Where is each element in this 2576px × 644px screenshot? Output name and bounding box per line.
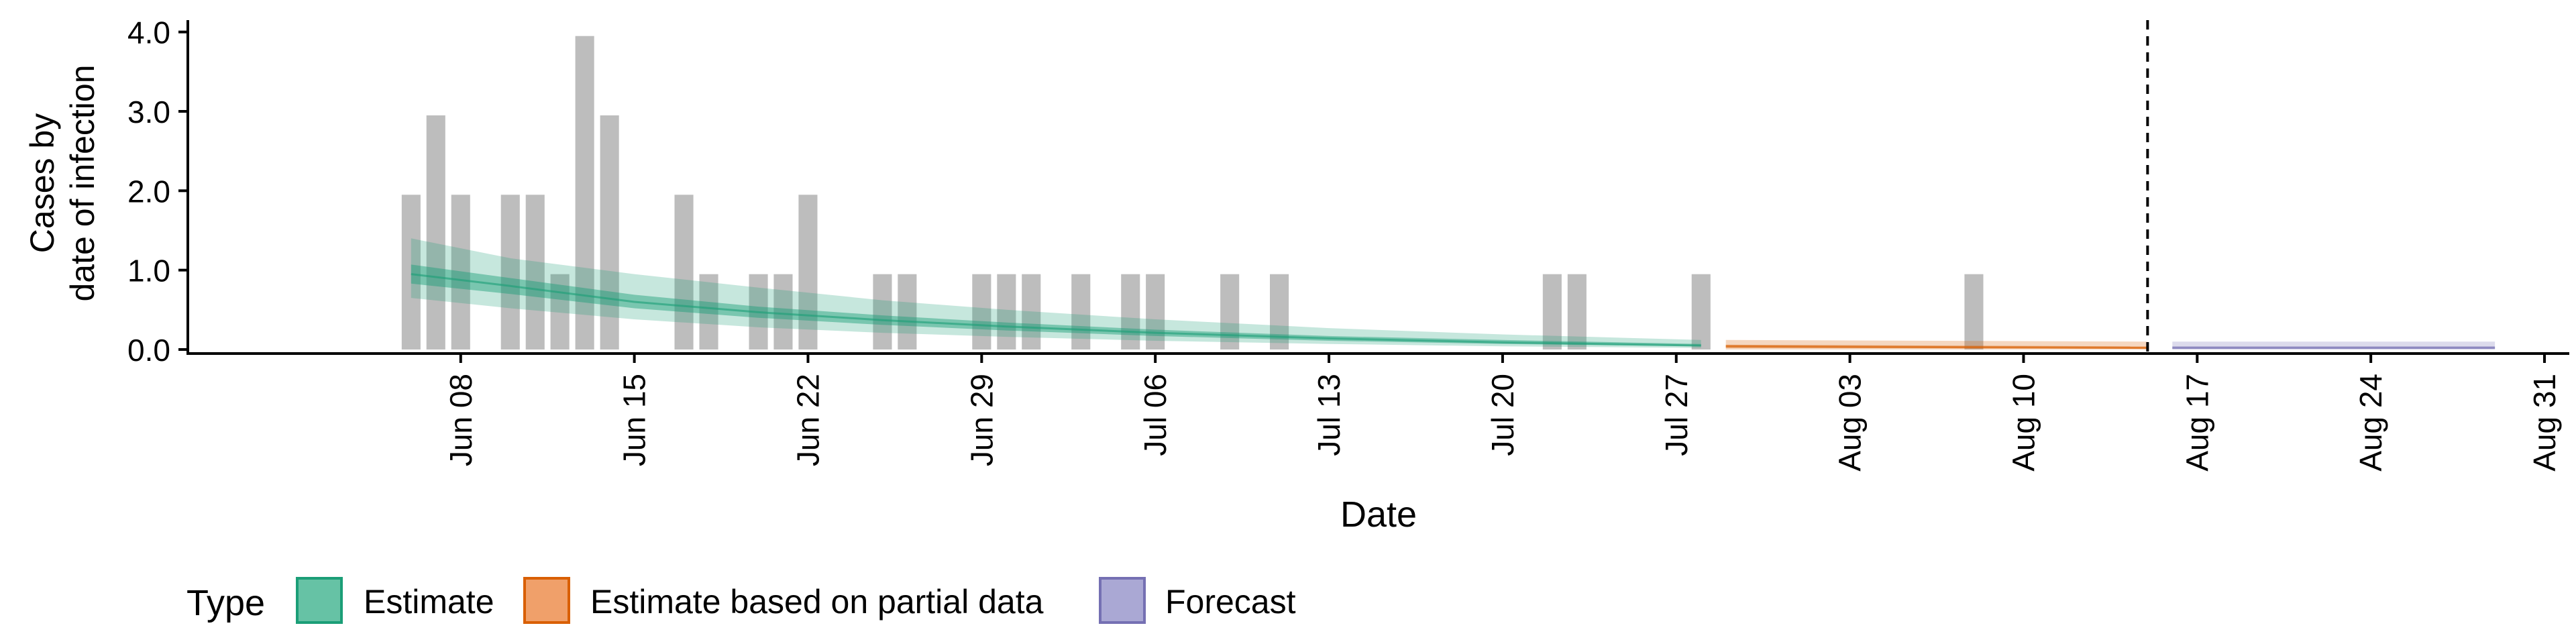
x-tick-label: Jul 06 <box>1138 374 1173 456</box>
case-bar <box>451 195 470 350</box>
case-bar <box>898 274 917 350</box>
legend-title: Type <box>186 583 265 623</box>
estimate-median-line <box>411 273 1701 347</box>
legend-swatch-partial <box>523 577 570 624</box>
case-bar <box>600 115 619 350</box>
case-bar <box>1542 274 1562 350</box>
case-bar <box>798 195 818 350</box>
x-tick-label: Jun 15 <box>617 374 652 466</box>
case-bar <box>1022 274 1041 350</box>
y-tick-label: 1.0 <box>127 254 170 288</box>
case-bar <box>773 274 793 350</box>
case-bar <box>972 274 991 350</box>
case-bar <box>1964 274 1984 350</box>
case-bar <box>1220 274 1240 350</box>
case-bars <box>401 36 1984 350</box>
y-axis-label-line-2: date of infection <box>64 64 101 301</box>
case-bar <box>1146 274 1165 350</box>
x-tick-label: Jul 20 <box>1485 374 1520 456</box>
estimate-bands <box>411 238 2496 350</box>
y-axis-ticks: 0.0 1.0 2.0 3.0 4.0 <box>127 15 188 368</box>
case-bar <box>550 274 570 350</box>
x-tick-label: Aug 24 <box>2353 374 2388 472</box>
legend-swatch-forecast <box>1099 577 1146 624</box>
estimate-band-90 <box>411 238 1701 348</box>
x-tick-label: Jun 08 <box>443 374 478 466</box>
case-bar <box>426 115 445 350</box>
legend-swatch-estimate <box>296 577 343 624</box>
x-tick-label: Aug 10 <box>2006 374 2041 472</box>
case-bar <box>1121 274 1140 350</box>
x-tick-label: Aug 17 <box>2180 374 2214 472</box>
y-tick-label: 4.0 <box>127 15 170 50</box>
case-bar <box>1071 274 1091 350</box>
x-tick-label: Jun 22 <box>791 374 826 466</box>
y-tick-label: 2.0 <box>127 174 170 209</box>
estimate-based-on-partial-data-median-line <box>1725 345 2148 350</box>
legend-label-partial: Estimate based on partial data <box>590 583 1044 621</box>
x-tick-label: Jul 13 <box>1311 374 1346 456</box>
y-tick-label: 0.0 <box>127 333 170 368</box>
x-tick-label: Jun 29 <box>964 374 999 466</box>
case-bar <box>699 274 718 350</box>
x-tick-label: Aug 03 <box>1833 374 1868 472</box>
legend-label-estimate: Estimate <box>364 583 494 621</box>
case-bar <box>1691 274 1711 350</box>
case-bar <box>674 195 694 350</box>
x-axis-label: Date <box>1340 494 1417 535</box>
case-bar <box>873 274 892 350</box>
case-bar <box>401 195 421 350</box>
y-axis-label-line-1: Cases by <box>23 113 61 253</box>
case-bar <box>500 195 520 350</box>
case-bar <box>525 195 545 350</box>
legend-label-forecast: Forecast <box>1165 583 1296 621</box>
case-bar <box>1567 274 1587 350</box>
x-axis-ticks: Jun 08 Jun 15 Jun 22 Jun 29 Jul 06 Jul 13 Jul … <box>443 354 2562 472</box>
y-tick-label: 3.0 <box>127 95 170 129</box>
x-tick-label: Jul 27 <box>1659 374 1694 456</box>
case-bar <box>997 274 1016 350</box>
legend: Type Estimate Estimate based on partial … <box>186 577 1296 624</box>
x-tick-label: Aug 31 <box>2527 374 2562 472</box>
